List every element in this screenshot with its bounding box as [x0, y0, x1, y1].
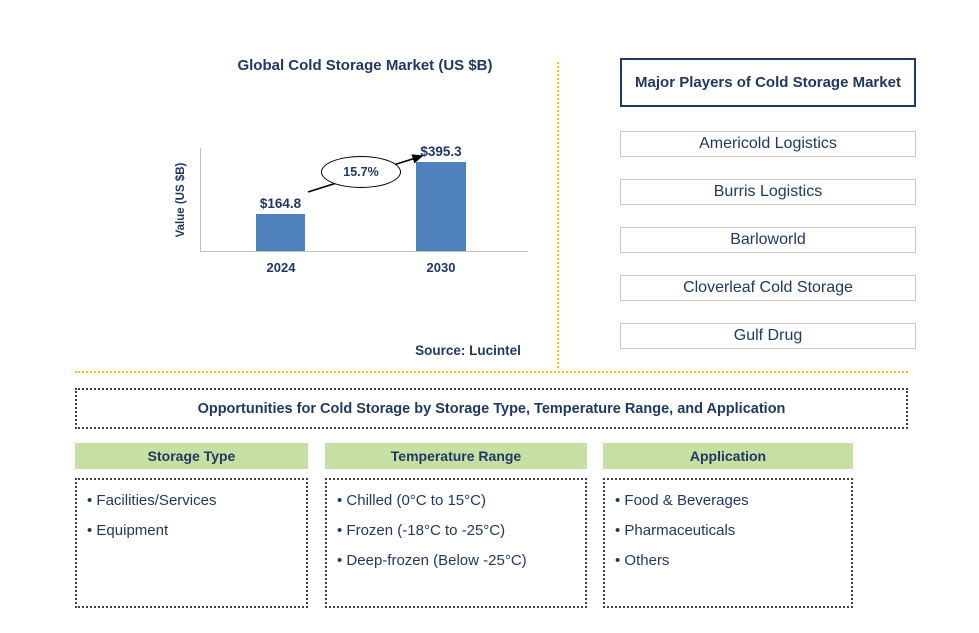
list-item-label: Facilities/Services [96, 492, 217, 509]
column-temperature-range: Chilled (0°C to 15°C) Frozen (-18°C to -… [325, 478, 587, 608]
list-item: Facilities/Services [87, 486, 296, 516]
list-item-label: Deep-frozen (Below -25°C) [346, 552, 527, 569]
horizontal-divider [75, 371, 908, 373]
column-storage-type: Facilities/Services Equipment [75, 478, 308, 608]
list-item: Deep-frozen (Below -25°C) [337, 546, 575, 576]
source-note: Source: Lucintel [415, 343, 521, 358]
bar-group-2030: $395.3 [416, 140, 466, 251]
x-axis-line [200, 251, 528, 252]
column-header-storage-type: Storage Type [75, 443, 308, 469]
player-item: Americold Logistics [620, 131, 916, 157]
list-item: Chilled (0°C to 15°C) [337, 486, 575, 516]
list-item-label: Food & Beverages [624, 492, 749, 509]
column-application: Food & Beverages Pharmaceuticals Others [603, 478, 853, 608]
list-item: Pharmaceuticals [615, 516, 841, 546]
player-item: Gulf Drug [620, 323, 916, 349]
list-item-label: Others [624, 552, 670, 569]
chart-title: Global Cold Storage Market (US $B) [237, 57, 493, 74]
column-header-application: Application [603, 443, 853, 469]
player-item: Burris Logistics [620, 179, 916, 205]
bar-value-label-2030: $395.3 [420, 144, 462, 159]
list-item-label: Pharmaceuticals [624, 522, 736, 539]
list-item-label: Chilled (0°C to 15°C) [346, 492, 486, 509]
list-item: Frozen (-18°C to -25°C) [337, 516, 575, 546]
opportunities-title: Opportunities for Cold Storage by Storag… [75, 388, 908, 429]
y-axis-line [200, 148, 201, 252]
column-header-temperature-range: Temperature Range [325, 443, 587, 469]
bar-group-2024: $164.8 [256, 140, 305, 251]
y-axis-label: Value (US $B) [175, 162, 187, 238]
x-tick-2024: 2024 [266, 260, 296, 275]
list-item: Others [615, 546, 841, 576]
players-panel-title: Major Players of Cold Storage Market [620, 58, 916, 107]
list-item: Food & Beverages [615, 486, 841, 516]
bar-2030 [416, 162, 466, 251]
cagr-ellipse: 15.7% [321, 156, 401, 188]
player-item: Barloworld [620, 227, 916, 253]
vertical-divider [557, 62, 559, 368]
x-tick-2030: 2030 [426, 260, 456, 275]
players-list: Americold Logistics Burris Logistics Bar… [620, 131, 916, 349]
list-item-label: Frozen (-18°C to -25°C) [346, 522, 506, 539]
bar-value-label-2024: $164.8 [259, 195, 302, 211]
list-item-label: Equipment [96, 522, 169, 539]
bar-2024 [256, 213, 305, 251]
player-item: Cloverleaf Cold Storage [620, 275, 916, 301]
list-item: Equipment [87, 516, 296, 546]
